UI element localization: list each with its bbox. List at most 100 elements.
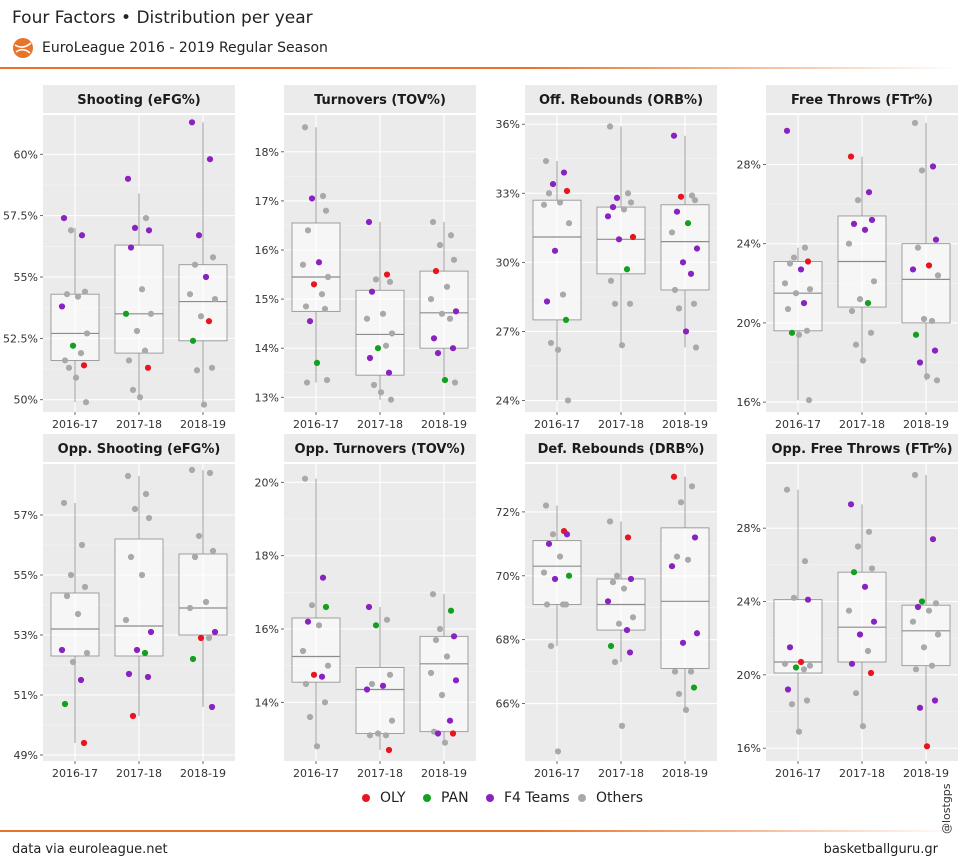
y-tick-label: 20% xyxy=(255,476,279,489)
team-point-f4 xyxy=(609,203,617,211)
team-point-others xyxy=(324,662,332,669)
x-tick-label: 2017-18 xyxy=(598,767,644,780)
team-point-f4 xyxy=(797,266,805,273)
team-point-f4 xyxy=(188,119,196,126)
box-iqr xyxy=(50,293,100,361)
team-point-others xyxy=(609,579,617,586)
team-point-others xyxy=(81,288,89,295)
team-point-others xyxy=(443,283,451,290)
x-tick-label: 2017-18 xyxy=(839,418,885,431)
team-point-others xyxy=(379,310,387,317)
team-point-f4 xyxy=(434,730,442,737)
team-point-others xyxy=(436,241,444,249)
team-point-f4 xyxy=(368,288,376,295)
team-point-others xyxy=(368,680,376,688)
team-point-others xyxy=(60,499,68,507)
x-tick-label: 2018-19 xyxy=(421,767,467,780)
team-point-others xyxy=(324,273,332,281)
panel-title: Opp. Turnovers (TOV%) xyxy=(295,442,466,457)
team-point-f4 xyxy=(145,227,153,234)
team-point-others xyxy=(788,701,796,708)
team-point-others xyxy=(386,671,394,678)
team-point-others xyxy=(918,167,926,174)
team-point-others xyxy=(688,192,696,199)
team-point-others xyxy=(545,190,553,197)
team-point-others xyxy=(427,295,435,303)
team-point-oly xyxy=(129,712,137,720)
box-iqr xyxy=(114,538,164,657)
panel-title: Opp. Free Throws (FTr%) xyxy=(771,442,952,457)
y-tick-label: 28% xyxy=(737,159,761,172)
team-point-others xyxy=(920,644,928,651)
legend-label: PAN xyxy=(441,790,469,806)
team-point-others xyxy=(920,315,928,323)
legend-dot-icon xyxy=(486,794,494,802)
team-point-others xyxy=(805,397,813,404)
x-tick-label: 2016-17 xyxy=(534,767,580,780)
team-point-others xyxy=(864,647,872,655)
x-tick-label: 2017-18 xyxy=(357,767,403,780)
team-point-oly xyxy=(797,658,805,666)
team-point-f4 xyxy=(363,686,371,693)
team-point-others xyxy=(443,653,451,660)
team-point-pan xyxy=(447,607,455,614)
team-point-f4 xyxy=(365,218,373,226)
panel-title-strip xyxy=(43,85,235,113)
team-point-others xyxy=(618,342,626,349)
panel-title-strip xyxy=(766,85,958,113)
team-point-others xyxy=(790,594,798,601)
team-point-others xyxy=(549,531,557,538)
team-point-f4 xyxy=(929,536,937,543)
team-point-others xyxy=(795,728,803,735)
team-point-f4 xyxy=(208,703,216,711)
team-point-oly xyxy=(925,262,933,269)
team-point-f4 xyxy=(929,163,937,170)
team-point-oly xyxy=(449,730,457,737)
team-point-pan xyxy=(441,376,449,384)
team-point-f4 xyxy=(304,618,312,625)
team-point-others xyxy=(783,486,791,493)
team-point-others xyxy=(688,483,696,490)
team-point-oly xyxy=(80,362,88,369)
team-point-others xyxy=(319,192,327,200)
x-tick-label: 2018-19 xyxy=(180,767,226,780)
team-point-oly xyxy=(197,634,205,642)
team-point-pan xyxy=(189,337,197,344)
panel-title: Def. Rebounds (DRB%) xyxy=(538,442,705,457)
team-point-others xyxy=(620,585,628,592)
team-point-others xyxy=(308,602,316,609)
team-point-pan xyxy=(122,310,130,317)
team-point-others xyxy=(859,357,867,364)
team-point-others xyxy=(133,327,141,335)
y-tick-label: 28% xyxy=(737,522,761,535)
panel-title-strip xyxy=(525,434,717,462)
team-point-pan xyxy=(61,700,69,708)
team-point-f4 xyxy=(446,717,454,724)
y-tick-label: 55% xyxy=(14,271,38,284)
header-divider xyxy=(0,67,960,69)
team-point-others xyxy=(565,220,573,227)
x-tick-label: 2017-18 xyxy=(116,767,162,780)
team-point-others xyxy=(687,668,695,675)
team-point-f4 xyxy=(693,245,701,252)
x-tick-label: 2016-17 xyxy=(775,767,821,780)
y-tick-label: 16% xyxy=(255,244,279,257)
team-point-others xyxy=(145,514,153,522)
team-point-others xyxy=(438,310,446,317)
y-tick-label: 52.5% xyxy=(3,332,38,345)
team-point-others xyxy=(125,357,133,364)
team-point-pan xyxy=(792,664,800,671)
team-point-pan xyxy=(607,642,615,650)
team-point-others xyxy=(626,300,634,307)
legend-item-pan: PAN xyxy=(423,790,469,806)
team-point-others xyxy=(81,583,89,591)
box-iqr xyxy=(419,270,469,349)
footer-divider xyxy=(0,830,960,832)
team-point-others xyxy=(564,397,572,404)
team-point-f4 xyxy=(366,354,374,362)
team-point-pan xyxy=(788,329,796,336)
legend-label: F4 Teams xyxy=(504,790,570,806)
team-point-others xyxy=(556,553,564,560)
team-point-f4 xyxy=(147,628,155,636)
team-point-pan xyxy=(189,655,197,663)
